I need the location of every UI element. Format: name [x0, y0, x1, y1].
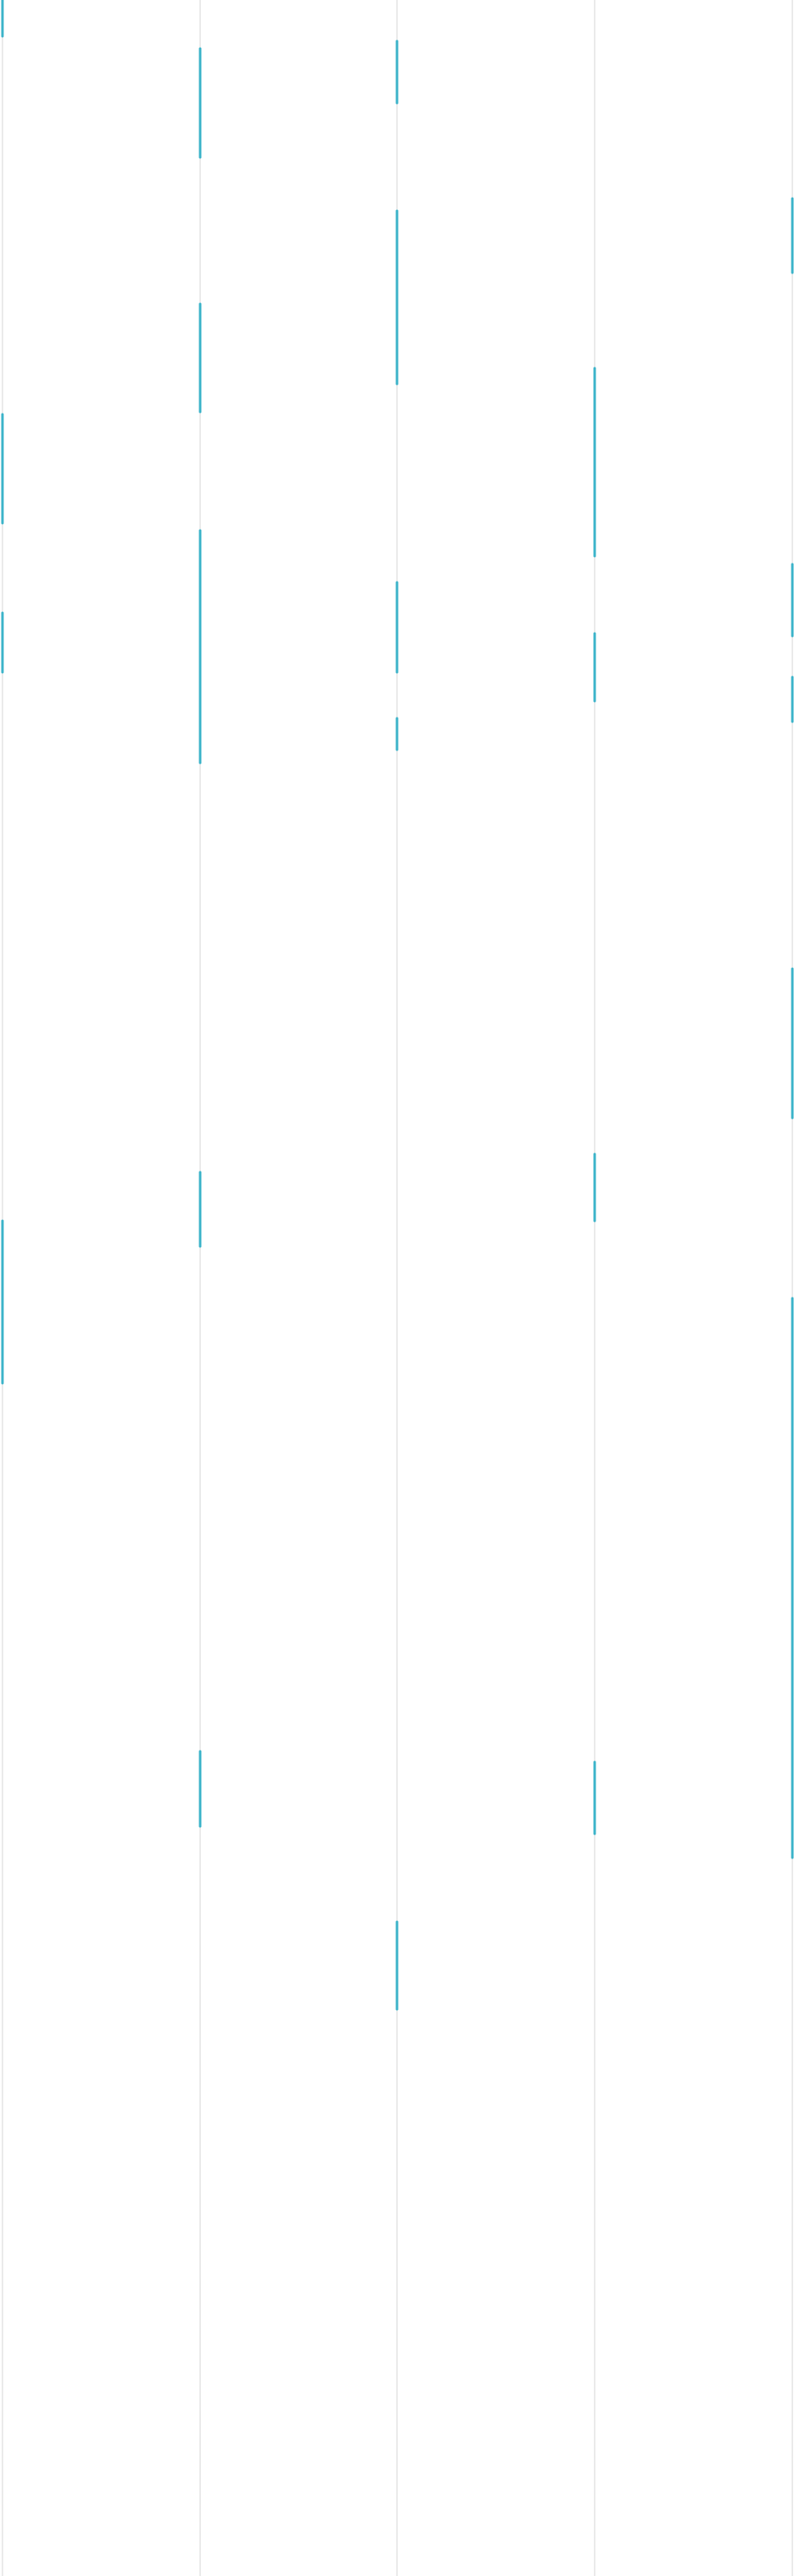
- accent-strokes: [1, 0, 794, 2011]
